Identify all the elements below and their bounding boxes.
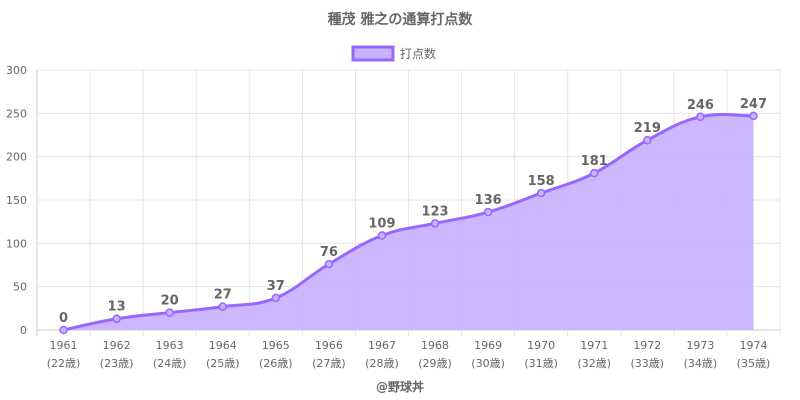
x-tick-sublabel: (34歳)	[684, 357, 718, 370]
data-label: 136	[475, 193, 502, 208]
x-tick-sublabel: (28歳)	[365, 357, 399, 370]
y-tick-label: 250	[6, 107, 27, 120]
x-tick-label: 1967	[368, 339, 396, 352]
x-tick-sublabel: (33歳)	[631, 357, 665, 370]
data-point	[271, 293, 281, 303]
data-point	[696, 112, 705, 122]
x-tick-sublabel: (26歳)	[259, 357, 293, 370]
y-tick-label: 300	[6, 64, 27, 77]
data-label: 76	[320, 245, 338, 260]
x-tick-label: 1972	[633, 339, 661, 352]
data-point	[165, 308, 174, 317]
data-point	[483, 207, 493, 217]
data-label: 27	[214, 288, 232, 303]
x-tick-sublabel: (23歳)	[100, 357, 134, 370]
x-tick-sublabel: (30歳)	[471, 357, 505, 370]
data-label: 123	[421, 204, 448, 219]
data-point	[59, 325, 68, 335]
x-tick-label: 1963	[156, 339, 184, 352]
x-tick-label: 1968	[421, 339, 449, 352]
data-label: 0	[59, 311, 68, 326]
data-point	[324, 259, 334, 269]
x-tick-sublabel: (22歳)	[47, 357, 81, 370]
x-tick-label: 1973	[686, 339, 714, 352]
x-tick-label: 1966	[315, 339, 343, 352]
data-point	[590, 168, 599, 178]
data-points	[59, 111, 758, 335]
x-tick-label: 1965	[262, 339, 290, 352]
data-label: 219	[634, 121, 661, 136]
data-label: 37	[267, 279, 285, 294]
legend-swatch	[351, 45, 395, 62]
x-tick-label: 1970	[527, 339, 555, 352]
series-area	[63, 112, 754, 332]
data-point	[218, 302, 227, 311]
x-tick-label: 1971	[580, 339, 608, 352]
data-point	[749, 111, 758, 121]
y-tick-label: 100	[6, 237, 27, 250]
data-labels: 0 13 20 27 37 76 109 123 136 158 181 219 246 247	[59, 97, 767, 326]
x-tick-sublabel: (24歳)	[153, 357, 187, 370]
data-label: 13	[108, 300, 126, 315]
data-label: 246	[687, 98, 714, 113]
data-point	[536, 188, 546, 198]
data-label: 247	[740, 97, 767, 112]
y-tick-label: 0	[20, 324, 27, 337]
x-tick-label: 1974	[739, 339, 767, 352]
data-point	[430, 219, 440, 228]
credit-text: @野球丼	[376, 379, 424, 394]
data-point	[112, 314, 121, 323]
data-point	[643, 135, 652, 145]
y-tick-label: 150	[6, 194, 27, 207]
x-tick-sublabel: (27歳)	[312, 357, 346, 370]
data-label: 158	[528, 174, 555, 189]
series-line	[63, 112, 754, 332]
data-label: 109	[368, 217, 395, 232]
y-tick-label: 200	[6, 151, 27, 164]
y-tick-label: 50	[13, 281, 27, 294]
data-label: 20	[161, 294, 179, 309]
x-tick-sublabel: (31歳)	[524, 357, 558, 370]
data-label: 181	[581, 154, 608, 169]
x-tick-label: 1962	[103, 339, 131, 352]
x-tick-label: 1969	[474, 339, 502, 352]
x-tick-sublabel: (32歳)	[577, 357, 611, 370]
x-tick-label: 1964	[209, 339, 237, 352]
data-point	[377, 231, 387, 240]
x-tick-sublabel: (25歳)	[206, 357, 240, 370]
x-tick-sublabel: (35歳)	[737, 357, 771, 370]
x-axis: 1961 (22歳) 1962 (23歳) 1963 (24歳) 1964 (25歳) 1965…	[47, 339, 771, 370]
y-axis: 0 50 100 150 200 250 300	[6, 64, 27, 337]
legend[interactable]: 打点数	[351, 45, 436, 62]
chart-title: 種茂 雅之の通算打点数	[328, 11, 474, 28]
series-area-fill	[63, 114, 754, 330]
legend-label: 打点数	[400, 46, 436, 61]
x-tick-sublabel: (29歳)	[418, 357, 452, 370]
x-tick-label: 1961	[50, 339, 78, 352]
